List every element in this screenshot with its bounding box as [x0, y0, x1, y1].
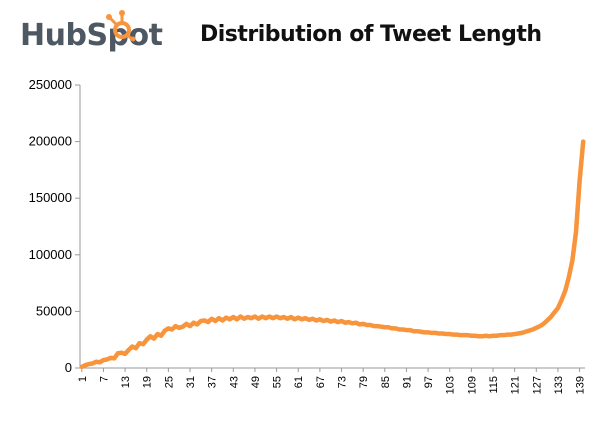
series-layer [79, 139, 586, 370]
y-tick-label: 250000 [29, 77, 72, 92]
chart-title: Distribution of Tweet Length [200, 22, 542, 47]
y-axis-ticks: 0 50000 100000 150000 200000 250000 [29, 77, 80, 375]
x-tick-label: 31 [185, 376, 197, 388]
x-tick-label: 61 [293, 376, 305, 388]
x-tick-label: 121 [510, 376, 522, 394]
y-tick-label: 50000 [36, 303, 72, 318]
x-tick-label: 7 [98, 376, 110, 382]
x-tick-label: 13 [120, 376, 132, 388]
series-line [79, 139, 586, 370]
x-tick-label: 91 [401, 376, 413, 388]
x-tick-label: 115 [488, 376, 500, 394]
series-points [81, 141, 584, 367]
x-tick-label: 103 [445, 376, 457, 394]
x-tick-label: 19 [142, 376, 154, 388]
hubspot-logo: HubSpot [20, 8, 170, 60]
y-tick-label: 0 [65, 360, 72, 375]
x-axis-ticks: 1 7 13 19 25 31 37 43 49 55 61 67 73 79 85 91 97 103 109 11… [77, 368, 587, 394]
chart-axes [79, 85, 585, 369]
y-tick-label: 200000 [29, 134, 72, 149]
x-tick-label: 1 [77, 376, 89, 382]
x-tick-label: 55 [272, 376, 284, 388]
x-tick-label: 139 [575, 376, 587, 394]
x-tick-label: 127 [531, 376, 543, 394]
x-tick-label: 97 [423, 376, 435, 388]
hubspot-sprocket-icon [106, 10, 136, 42]
x-tick-label: 37 [207, 376, 219, 388]
x-tick-label: 133 [553, 376, 565, 394]
x-tick-label: 73 [337, 376, 349, 388]
x-tick-label: 67 [315, 376, 327, 388]
y-tick-label: 100000 [29, 247, 72, 262]
x-tick-label: 79 [358, 376, 370, 388]
x-tick-label: 85 [380, 376, 392, 388]
x-tick-label: 43 [228, 376, 240, 388]
hubspot-logo-text: HubSpot [20, 18, 163, 53]
x-tick-label: 25 [163, 376, 175, 388]
x-tick-label: 109 [466, 376, 478, 394]
x-tick-label: 49 [250, 376, 262, 388]
y-tick-label: 150000 [29, 190, 72, 205]
